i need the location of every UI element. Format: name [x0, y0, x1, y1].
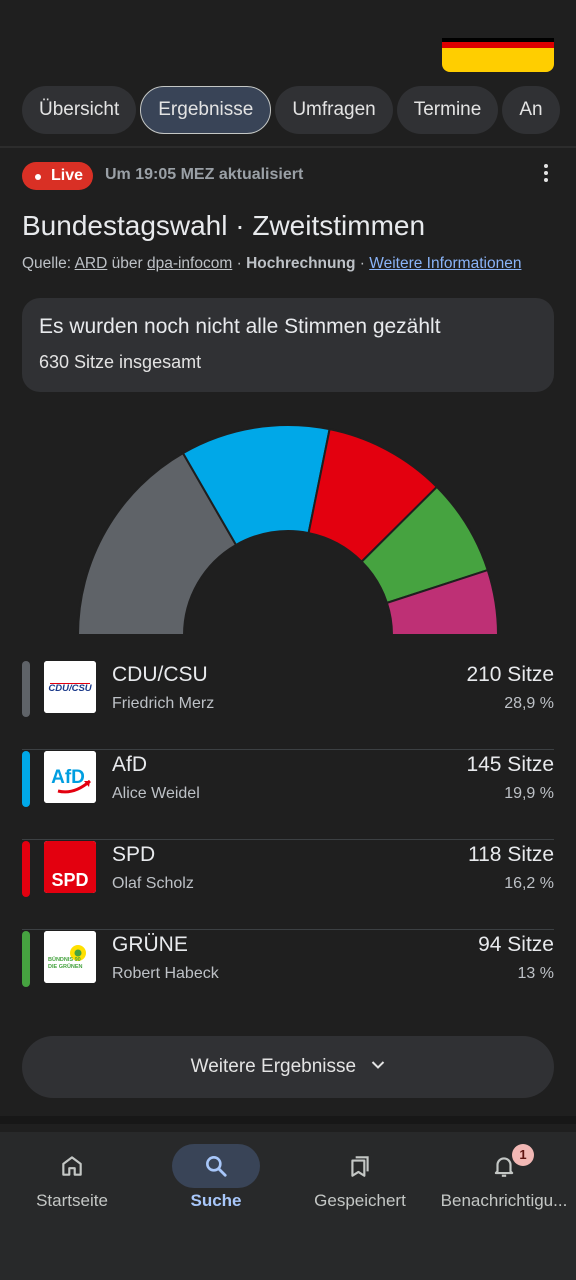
tab-umfragen[interactable]: Umfragen: [275, 86, 393, 134]
party-row-afd[interactable]: AfD AfD Alice Weidel 145 Sitze 19,9 %: [22, 735, 554, 825]
nav-saved-label: Gespeichert: [314, 1191, 406, 1210]
updated-timestamp: Um 19:05 MEZ aktualisiert: [105, 166, 304, 183]
party-name: SPD: [112, 843, 156, 866]
spd-logo: SPD: [44, 841, 96, 893]
more-options-icon[interactable]: [542, 164, 550, 186]
tab-termine[interactable]: Termine: [396, 86, 499, 134]
seat-slice-die-linke: [385, 568, 500, 636]
nav-search[interactable]: Suche: [144, 1132, 288, 1232]
more-results-label: Weitere Ergebnisse: [190, 1056, 357, 1078]
bottom-navigation: Startseite Suche Gespeichert 1 Benachric…: [0, 1132, 576, 1280]
seat-distribution-chart: [76, 424, 500, 636]
source-via: über: [111, 255, 143, 272]
live-label: Live: [51, 167, 84, 184]
home-icon: [28, 1144, 116, 1188]
party-seats: 94 Sitze: [478, 933, 554, 956]
source-prefix: Quelle:: [22, 255, 72, 272]
party-seats: 210 Sitze: [466, 663, 554, 686]
germany-flag-icon: [442, 38, 554, 72]
source-line: Quelle: ARD über dpa-infocom · Hochrechn…: [22, 255, 521, 273]
party-leader: Alice Weidel: [112, 785, 200, 802]
svg-text:CDU/CSU: CDU/CSU: [48, 683, 92, 694]
party-percent: 28,9 %: [504, 695, 554, 712]
more-results-button[interactable]: Weitere Ergebnisse: [22, 1036, 554, 1098]
party-row-cdu[interactable]: CDU/CSU CDU/CSU Friedrich Merz 210 Sitze…: [22, 645, 554, 735]
party-name: GRÜNE: [112, 933, 188, 956]
source-ard-link[interactable]: ARD: [74, 255, 108, 272]
gruene-logo: BÜNDNIS 90 DIE GRÜNEN: [44, 931, 96, 983]
source-type: Hochrechnung: [246, 255, 356, 272]
divider: [22, 749, 554, 750]
party-leader: Robert Habeck: [112, 965, 219, 982]
info-card-subtitle: 630 Sitze insgesamt: [39, 352, 202, 372]
svg-text:AfD: AfD: [51, 767, 85, 788]
svg-text:DIE GRÜNEN: DIE GRÜNEN: [48, 963, 83, 970]
bookmarks-icon: [316, 1144, 404, 1188]
party-color-bar: [22, 841, 30, 897]
divider: [0, 146, 576, 148]
party-name: CDU/CSU: [112, 663, 208, 686]
party-color-bar: [22, 931, 30, 987]
nav-home-label: Startseite: [36, 1191, 108, 1210]
live-status-row: Live Um 19:05 MEZ aktualisiert: [22, 160, 554, 190]
chevron-down-icon: [371, 1034, 385, 1096]
divider: [22, 929, 554, 930]
live-badge: Live: [22, 162, 93, 190]
nav-saved[interactable]: Gespeichert: [288, 1132, 432, 1232]
bell-icon: [460, 1144, 548, 1188]
seat-slice-cdu-csu: [76, 451, 238, 636]
nav-notifications[interactable]: 1 Benachrichtigu...: [432, 1132, 576, 1232]
party-color-bar: [22, 661, 30, 717]
section-divider: [0, 1116, 576, 1124]
party-leader: Olaf Scholz: [112, 875, 194, 892]
nav-notifications-label: Benachrichtigu...: [440, 1191, 568, 1210]
top-bar: [0, 0, 576, 80]
source-dpa-link[interactable]: dpa-infocom: [146, 255, 233, 272]
party-color-bar: [22, 751, 30, 807]
tab-uebersicht[interactable]: Übersicht: [22, 86, 137, 134]
party-leader: Friedrich Merz: [112, 695, 215, 712]
info-card-title: Es wurden noch nicht alle Stimmen gezähl…: [39, 315, 441, 338]
notification-count-badge: 1: [512, 1144, 534, 1166]
info-card: Es wurden noch nicht alle Stimmen gezähl…: [22, 298, 554, 392]
search-icon: [172, 1144, 260, 1188]
tab-ergebnisse[interactable]: Ergebnisse: [140, 86, 272, 134]
party-percent: 19,9 %: [504, 785, 554, 802]
source-separator: ·: [359, 255, 365, 272]
party-seats: 118 Sitze: [468, 843, 554, 866]
party-row-gruene[interactable]: BÜNDNIS 90 DIE GRÜNEN GRÜNE Robert Habec…: [22, 915, 554, 1005]
divider: [22, 839, 554, 840]
svg-text:BÜNDNIS 90: BÜNDNIS 90: [48, 956, 81, 963]
nav-search-label: Suche: [190, 1191, 242, 1210]
nav-home[interactable]: Startseite: [0, 1132, 144, 1232]
tab-more[interactable]: An: [502, 86, 560, 134]
page-title: Bundestagswahl · Zweitstimmen: [22, 210, 426, 241]
party-seats: 145 Sitze: [466, 753, 554, 776]
afd-logo: AfD: [44, 751, 96, 803]
party-name: AfD: [112, 753, 148, 776]
party-percent: 16,2 %: [504, 875, 554, 892]
svg-text:SPD: SPD: [51, 870, 88, 890]
party-row-spd[interactable]: SPD SPD Olaf Scholz 118 Sitze 16,2 %: [22, 825, 554, 915]
more-info-link[interactable]: Weitere Informationen: [369, 255, 522, 272]
source-separator: ·: [236, 255, 242, 272]
party-percent: 13 %: [517, 965, 554, 982]
tab-bar: Übersicht Ergebnisse Umfragen Termine An: [22, 86, 576, 136]
live-dot-icon: [35, 174, 41, 180]
cdu-csu-logo: CDU/CSU: [44, 661, 96, 713]
